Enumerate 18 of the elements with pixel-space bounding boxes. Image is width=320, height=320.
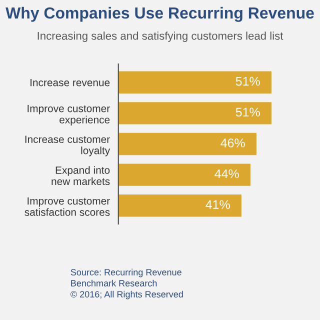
data-label: 44% — [214, 169, 239, 178]
bar — [118, 102, 272, 124]
chart-title: Why Companies Use Recurring Revenue — [6, 6, 314, 22]
bar — [118, 71, 272, 94]
source-note: Source: Recurring Revenue Benchmark Research © 2016; All Rights Reserved — [70, 268, 183, 300]
y-tick-label: Increase revenue — [30, 78, 110, 86]
data-label: 46% — [220, 138, 245, 148]
y-tick-label: Increase customer loyalty — [25, 136, 110, 156]
y-tick-label: Improve customer satisfaction scores — [24, 197, 110, 216]
bar — [118, 164, 250, 186]
y-tick-label: Improve customer experience — [28, 104, 110, 126]
bar — [118, 194, 242, 217]
y-tick-label: Expand into new markets — [52, 166, 110, 186]
bar — [118, 132, 256, 156]
chart-subtitle: Increasing sales and satisfying customers lead list — [38, 32, 284, 42]
data-label: 51% — [236, 76, 260, 86]
data-label: 41% — [206, 200, 230, 209]
data-label: 51% — [236, 108, 260, 117]
